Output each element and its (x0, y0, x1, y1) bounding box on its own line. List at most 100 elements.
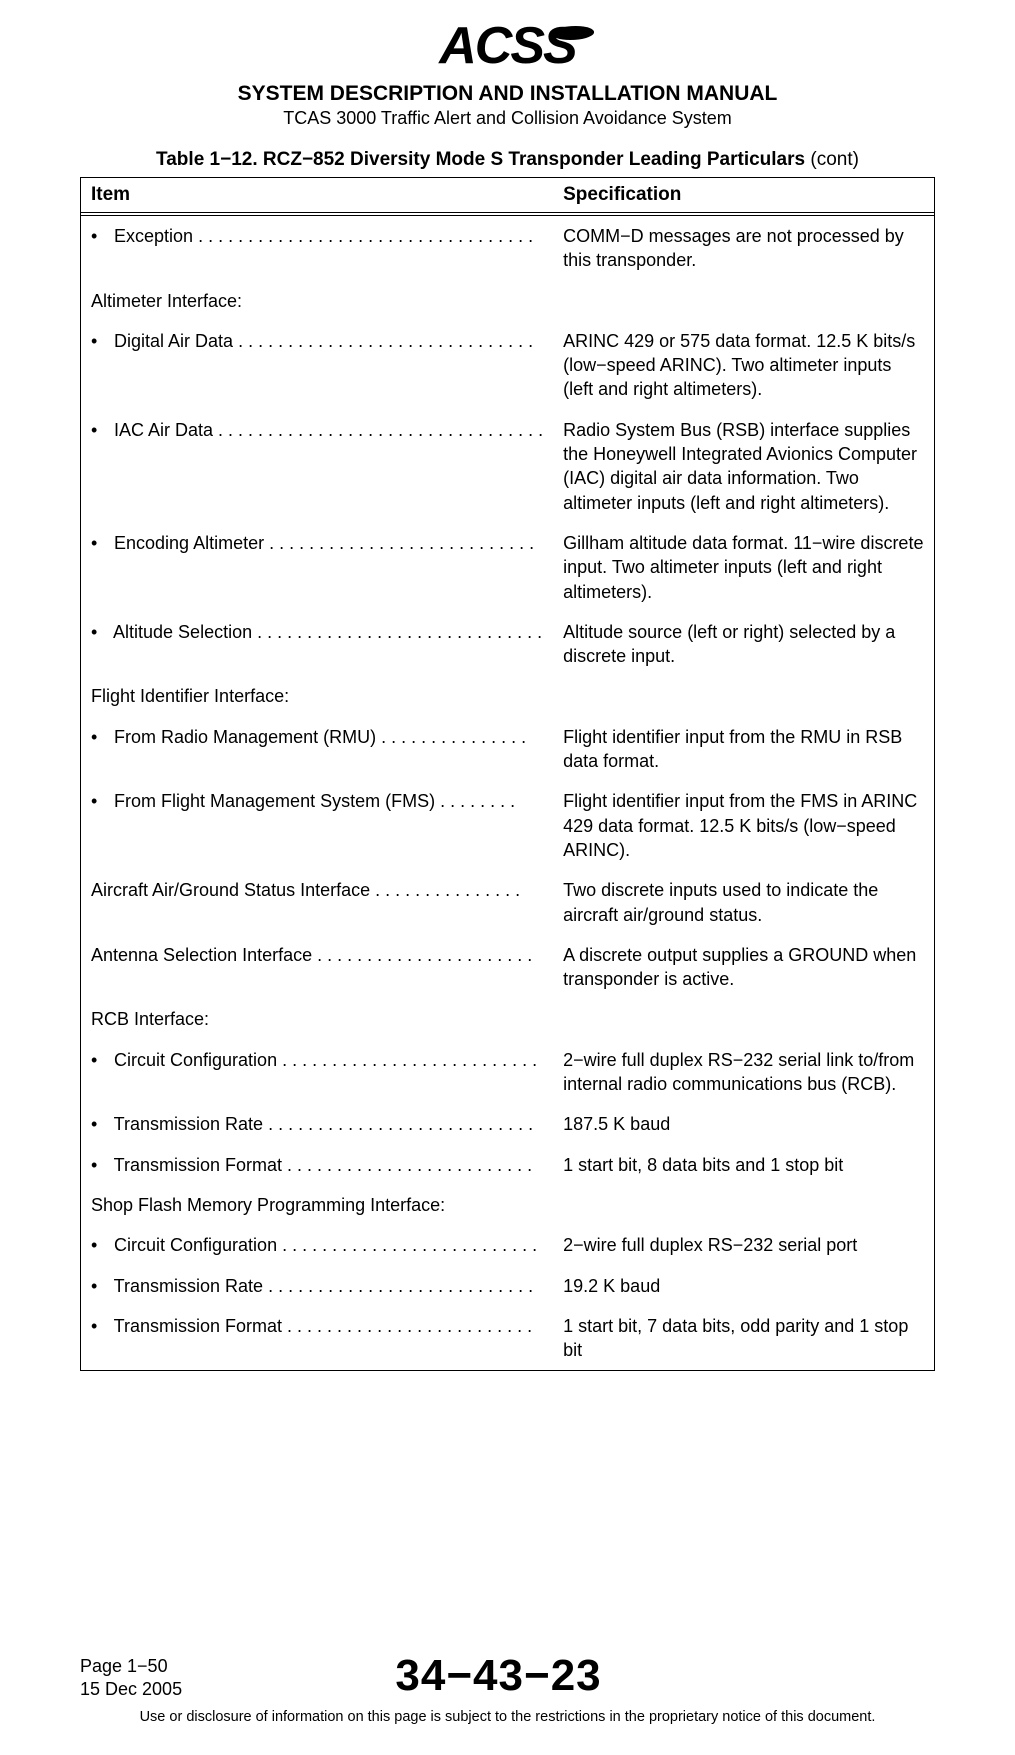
bullet-icon: • (91, 531, 109, 555)
dot-leader: . . . . . . . . . . . . . . . . . . . . … (287, 1314, 532, 1338)
item-cell: • Circuit Configuration . . . . . . . . … (81, 1040, 554, 1105)
item-cell: • From Radio Management (RMU) . . . . . … (81, 717, 554, 782)
item-cell: Shop Flash Memory Programming Interface: (81, 1185, 554, 1225)
spec-cell: COMM−D messages are not processed by thi… (553, 216, 934, 281)
item-cell: • IAC Air Data . . . . . . . . . . . . .… (81, 410, 554, 523)
item-cell: • Transmission Format . . . . . . . . . … (81, 1145, 554, 1185)
item-cell: • Encoding Altimeter . . . . . . . . . .… (81, 523, 554, 612)
item-cell: Flight Identifier Interface: (81, 676, 554, 716)
spec-cell: 19.2 K baud (553, 1266, 934, 1306)
table-row: RCB Interface: (81, 999, 935, 1039)
dot-leader: . . . . . . . . . . . . . . . (375, 878, 520, 902)
dot-leader: . . . . . . . . . . . . . . . . . . . . … (218, 418, 543, 442)
item-label: Encoding Altimeter (109, 533, 269, 553)
spec-cell: Altitude source (left or right) selected… (553, 612, 934, 677)
bullet-icon: • (91, 1233, 109, 1257)
spec-cell: Flight identifier input from the FMS in … (553, 781, 934, 870)
table-row: • Transmission Rate . . . . . . . . . . … (81, 1266, 935, 1306)
ata-code: 34−43−23 (182, 1651, 815, 1701)
specification-table: Item Specification • Exception . . . . .… (80, 177, 935, 1371)
page-date: 15 Dec 2005 (80, 1678, 182, 1701)
table-row: • From Radio Management (RMU) . . . . . … (81, 717, 935, 782)
spec-cell: Two discrete inputs used to indicate the… (553, 870, 934, 935)
item-label: IAC Air Data (109, 420, 218, 440)
dot-leader: . . . . . . . . . . . . . . . . . . . . … (198, 224, 533, 248)
item-cell: • Digital Air Data . . . . . . . . . . .… (81, 321, 554, 410)
dot-leader: . . . . . . . . . . . . . . . . . . . . … (287, 1153, 532, 1177)
col-header-item: Item (81, 178, 554, 213)
spec-cell: ARINC 429 or 575 data format. 12.5 K bit… (553, 321, 934, 410)
page-info: Page 1−50 15 Dec 2005 (80, 1655, 182, 1702)
bullet-icon: • (91, 1048, 109, 1072)
company-logo: ACSS (439, 20, 575, 72)
item-label: Transmission Format (109, 1316, 287, 1336)
spec-cell (553, 676, 934, 716)
dot-leader: . . . . . . . . . . . . . . . . . . . . … (269, 531, 534, 555)
document-title: SYSTEM DESCRIPTION AND INSTALLATION MANU… (80, 82, 935, 106)
bullet-icon: • (91, 224, 109, 248)
table-row: • Digital Air Data . . . . . . . . . . .… (81, 321, 935, 410)
table-row: • Circuit Configuration . . . . . . . . … (81, 1225, 935, 1265)
page-footer: Page 1−50 15 Dec 2005 34−43−23 Use or di… (80, 1651, 935, 1725)
item-label: Transmission Format (109, 1155, 287, 1175)
item-cell: • Exception . . . . . . . . . . . . . . … (81, 216, 554, 281)
table-row: • Altitude Selection . . . . . . . . . .… (81, 612, 935, 677)
item-label: Circuit Configuration (109, 1235, 282, 1255)
bullet-icon: • (91, 1314, 109, 1338)
table-row: • Transmission Format . . . . . . . . . … (81, 1145, 935, 1185)
dot-leader: . . . . . . . . . . . . . . . . . . . . … (238, 329, 533, 353)
spec-cell: 1 start bit, 7 data bits, odd parity and… (553, 1306, 934, 1371)
bullet-icon: • (91, 620, 109, 644)
item-label: Transmission Rate (109, 1114, 268, 1134)
item-cell: RCB Interface: (81, 999, 554, 1039)
dot-leader: . . . . . . . . . . . . . . . . . . . . … (282, 1233, 537, 1257)
table-row: • From Flight Management System (FMS) . … (81, 781, 935, 870)
spec-cell (553, 1185, 934, 1225)
spec-cell (553, 999, 934, 1039)
item-cell: • Transmission Format . . . . . . . . . … (81, 1306, 554, 1371)
dot-leader: . . . . . . . . . . . . . . . . . . . . … (268, 1112, 533, 1136)
table-row: Antenna Selection Interface . . . . . . … (81, 935, 935, 1000)
document-subtitle: TCAS 3000 Traffic Alert and Collision Av… (80, 108, 935, 129)
spec-cell: A discrete output supplies a GROUND when… (553, 935, 934, 1000)
bullet-icon: • (91, 1153, 109, 1177)
spec-cell (553, 281, 934, 321)
spec-cell: Flight identifier input from the RMU in … (553, 717, 934, 782)
item-label: Digital Air Data (109, 331, 238, 351)
bullet-icon: • (91, 725, 109, 749)
item-label: Antenna Selection Interface (91, 945, 317, 965)
table-row: • Exception . . . . . . . . . . . . . . … (81, 216, 935, 281)
table-row: Flight Identifier Interface: (81, 676, 935, 716)
bullet-icon: • (91, 1112, 109, 1136)
item-cell: • From Flight Management System (FMS) . … (81, 781, 554, 870)
col-header-spec: Specification (553, 178, 934, 213)
spec-cell: 187.5 K baud (553, 1104, 934, 1144)
item-cell: • Altitude Selection . . . . . . . . . .… (81, 612, 554, 677)
item-cell: Antenna Selection Interface . . . . . . … (81, 935, 554, 1000)
table-row: • Encoding Altimeter . . . . . . . . . .… (81, 523, 935, 612)
table-row: • Transmission Format . . . . . . . . . … (81, 1306, 935, 1371)
spec-cell: 1 start bit, 8 data bits and 1 stop bit (553, 1145, 934, 1185)
proprietary-notice: Use or disclosure of information on this… (80, 1709, 935, 1725)
table-row: • Circuit Configuration . . . . . . . . … (81, 1040, 935, 1105)
bullet-icon: • (91, 1274, 109, 1298)
table-title-cont: (cont) (805, 149, 859, 170)
spec-cell: 2−wire full duplex RS−232 serial link to… (553, 1040, 934, 1105)
item-label: Transmission Rate (109, 1276, 268, 1296)
item-label: Exception (109, 226, 198, 246)
item-label: Circuit Configuration (109, 1050, 282, 1070)
item-cell: Aircraft Air/Ground Status Interface . .… (81, 870, 554, 935)
bullet-icon: • (91, 418, 109, 442)
logo-container: ACSS (80, 20, 935, 72)
spec-cell: Radio System Bus (RSB) interface supplie… (553, 410, 934, 523)
dot-leader: . . . . . . . . . . . . . . . . . . . . … (317, 943, 532, 967)
dot-leader: . . . . . . . . . . . . . . . (381, 725, 526, 749)
table-row: Altimeter Interface: (81, 281, 935, 321)
table-title-text: Table 1−12. RCZ−852 Diversity Mode S Tra… (156, 149, 805, 170)
item-label: Aircraft Air/Ground Status Interface (91, 880, 375, 900)
table-row: • IAC Air Data . . . . . . . . . . . . .… (81, 410, 935, 523)
item-label: From Flight Management System (FMS) (109, 791, 440, 811)
dot-leader: . . . . . . . . . . . . . . . . . . . . … (282, 1048, 537, 1072)
table-row: • Transmission Rate . . . . . . . . . . … (81, 1104, 935, 1144)
item-cell: • Transmission Rate . . . . . . . . . . … (81, 1104, 554, 1144)
